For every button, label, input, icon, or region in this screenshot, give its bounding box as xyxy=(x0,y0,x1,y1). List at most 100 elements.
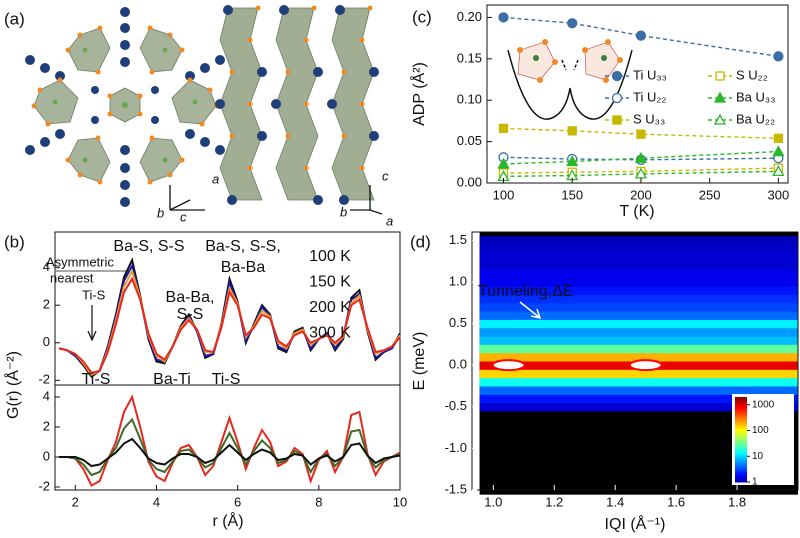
x-tick-label: 2 xyxy=(72,494,79,509)
axis-label: b xyxy=(340,204,347,219)
legend-label: S U₃₃ xyxy=(633,111,665,126)
frame xyxy=(486,4,789,184)
marker xyxy=(567,126,577,136)
marker xyxy=(773,51,784,62)
colorbar-cell xyxy=(735,465,747,468)
heatmap-row xyxy=(479,236,798,245)
annotation: Ti-S xyxy=(212,371,241,388)
heatmap-row xyxy=(479,277,798,287)
marker xyxy=(713,113,727,125)
y-tick-label: -1.5 xyxy=(445,481,467,496)
colorbar-cell xyxy=(735,416,747,419)
heatmap-row xyxy=(479,352,798,362)
heatmap-row xyxy=(479,344,798,354)
axis-label: b xyxy=(157,205,164,220)
colorbar-cell xyxy=(735,452,747,455)
y-tick-label: 4 xyxy=(43,259,50,274)
heatmap-row xyxy=(479,385,798,395)
y-tick-label: 2 xyxy=(43,297,50,312)
series-line xyxy=(503,150,779,165)
colorbar-cell xyxy=(735,401,747,404)
x-axis-label: r (Å) xyxy=(212,511,243,530)
heatmap-row xyxy=(479,261,798,270)
marker xyxy=(634,167,648,179)
legend-label: Ti U₃₃ xyxy=(633,67,667,82)
heatmap-row xyxy=(479,427,798,437)
series-line xyxy=(503,127,779,139)
marker xyxy=(567,18,578,29)
y-tick-label: 2 xyxy=(43,418,50,433)
heatmap-row xyxy=(479,302,798,312)
legend-label: Ti U₂₂ xyxy=(633,89,666,104)
annotation: Ba-S, S-S, xyxy=(205,238,281,255)
annotation-arrow xyxy=(87,305,97,342)
marker xyxy=(497,157,510,169)
panel-label: (c) xyxy=(412,7,432,26)
colorbar-cell xyxy=(735,445,747,449)
axis-label: a xyxy=(212,171,219,186)
y-tick-label: 0.05 xyxy=(457,133,482,148)
y-tick-label: -0.5 xyxy=(445,398,467,413)
heatmap-row xyxy=(479,319,798,329)
colorbar-cell xyxy=(735,399,747,402)
y-tick-label: 1.0 xyxy=(449,273,467,288)
colorbar-cell xyxy=(735,479,747,483)
colorbar-cell xyxy=(735,414,747,417)
colorbar-tick-label: 100 xyxy=(752,425,769,436)
colorbar-cell xyxy=(735,424,747,428)
colorbar-cell xyxy=(735,456,747,460)
crystal-structure xyxy=(25,5,383,215)
marker xyxy=(566,155,579,167)
axis-label: a xyxy=(386,213,393,228)
y-axis-label: ADP (Å²) xyxy=(409,62,428,126)
marker xyxy=(498,123,509,134)
annotation: nearest xyxy=(50,270,94,285)
x-tick-label: 200 xyxy=(630,187,652,202)
y-axis-label: E (meV) xyxy=(411,332,428,391)
colorbar-cell xyxy=(735,454,747,457)
x-tick-label: 10 xyxy=(393,494,407,509)
colorbar-cell xyxy=(735,473,747,477)
annotation: Asymmetric xyxy=(46,254,114,269)
y-axis-label: G(r) (Å⁻²) xyxy=(3,351,22,419)
colorbar-cell xyxy=(735,433,747,436)
colorbar-cell xyxy=(735,435,747,438)
heatmap-row xyxy=(479,410,798,420)
heatmap-row xyxy=(479,477,798,487)
hot-spot xyxy=(491,359,526,372)
y-tick-label: 0 xyxy=(43,448,50,463)
marker xyxy=(772,145,785,157)
marker xyxy=(636,129,646,139)
series-line xyxy=(503,156,779,161)
annotation: S-S xyxy=(177,306,204,323)
annotation: Ba-Ba, xyxy=(166,289,215,306)
legend-label: 150 K xyxy=(309,274,351,291)
marker xyxy=(611,70,623,82)
colorbar-cell xyxy=(735,448,747,451)
colorbar-cell xyxy=(735,460,747,464)
panel-label: (d) xyxy=(410,232,431,251)
annotation: Ba-S, S-S xyxy=(113,238,184,255)
series-line xyxy=(503,167,779,174)
colorbar-cell xyxy=(735,409,747,413)
series-line xyxy=(59,437,401,468)
colorbar-cell xyxy=(735,439,747,443)
annotation: Ti-S xyxy=(82,287,106,302)
inset-double-well xyxy=(507,39,633,120)
colorbar-cell xyxy=(735,397,747,400)
annotation: Ba-Ba xyxy=(221,259,266,276)
x-tick-label: 8 xyxy=(315,494,322,509)
y-tick-label: 0 xyxy=(43,334,50,349)
series-line xyxy=(503,170,779,178)
colorbar-cell xyxy=(735,467,747,470)
legend-label: 100 K xyxy=(309,248,351,265)
colorbar-cell xyxy=(735,437,747,440)
heatmap-row xyxy=(479,294,798,304)
colorbar-tick-label: 10 xyxy=(752,451,764,462)
x-tick-label: 1.4 xyxy=(606,494,624,509)
colorbar-cell xyxy=(735,411,747,415)
heatmap-row xyxy=(479,402,798,412)
heatmap-row xyxy=(479,286,798,295)
heatmap-row xyxy=(479,469,798,479)
